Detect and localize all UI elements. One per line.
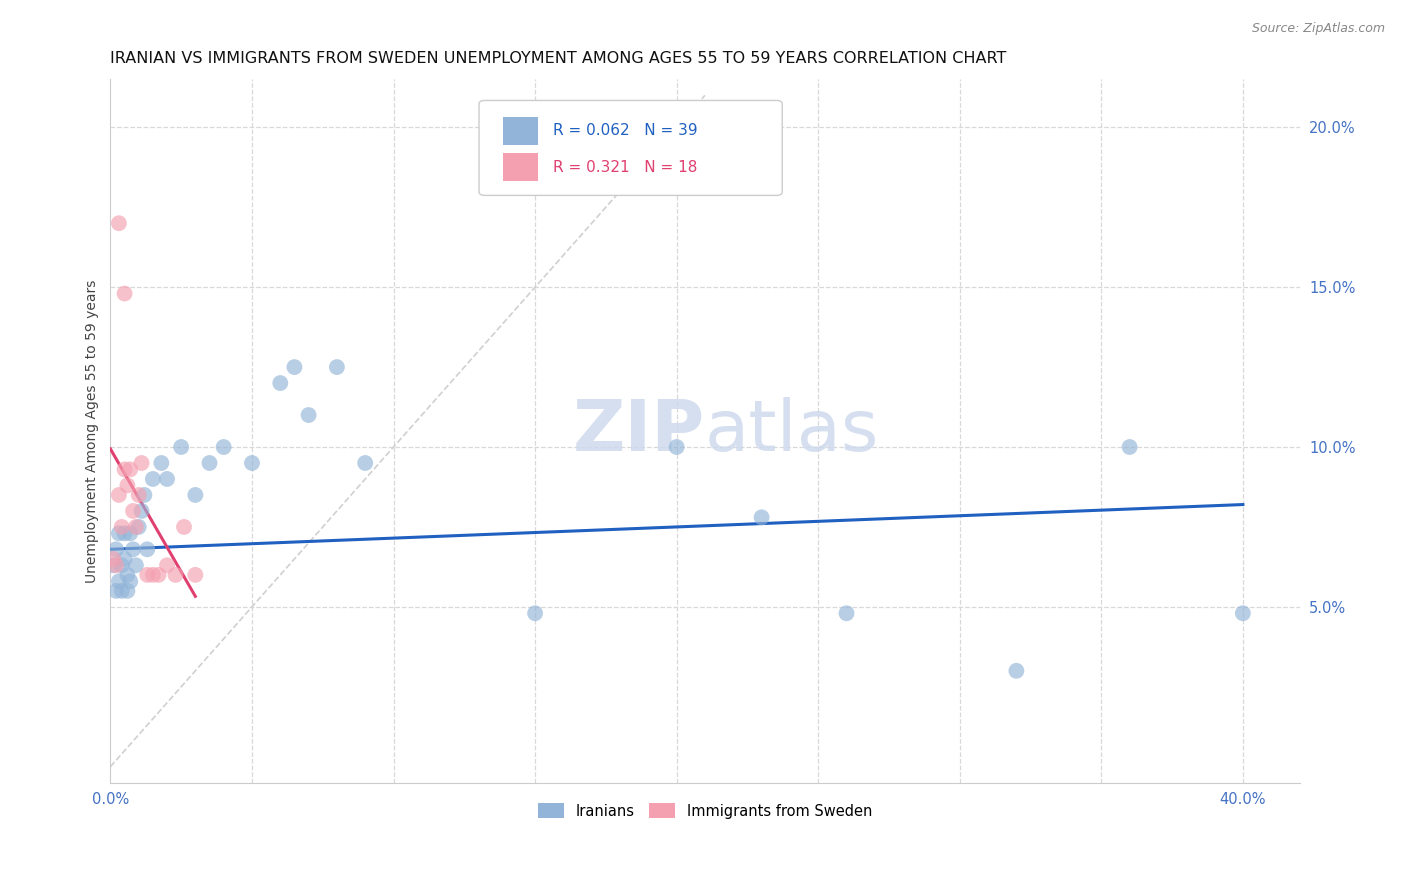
- Point: [156, 472, 179, 486]
- Point: [524, 607, 547, 621]
- FancyBboxPatch shape: [503, 117, 538, 145]
- Point: [103, 558, 125, 573]
- Point: [117, 583, 139, 598]
- Point: [184, 567, 207, 582]
- Point: [125, 520, 148, 534]
- Point: [120, 574, 142, 589]
- Point: [184, 488, 207, 502]
- Point: [354, 456, 377, 470]
- Point: [103, 552, 125, 566]
- Point: [120, 462, 142, 476]
- Point: [105, 583, 128, 598]
- FancyBboxPatch shape: [479, 101, 782, 195]
- Point: [751, 510, 773, 524]
- Point: [108, 574, 131, 589]
- Point: [120, 526, 142, 541]
- Point: [111, 558, 134, 573]
- FancyBboxPatch shape: [503, 153, 538, 181]
- Point: [150, 456, 173, 470]
- Point: [117, 478, 139, 492]
- Point: [212, 440, 235, 454]
- Text: R = 0.062   N = 39: R = 0.062 N = 39: [553, 123, 697, 138]
- Point: [173, 520, 195, 534]
- Point: [198, 456, 221, 470]
- Point: [108, 216, 131, 230]
- Y-axis label: Unemployment Among Ages 55 to 59 years: Unemployment Among Ages 55 to 59 years: [86, 279, 100, 582]
- Point: [131, 504, 153, 518]
- Point: [122, 542, 145, 557]
- Point: [165, 567, 187, 582]
- Point: [269, 376, 291, 390]
- Point: [105, 542, 128, 557]
- Point: [114, 462, 136, 476]
- Point: [1118, 440, 1140, 454]
- Point: [1005, 664, 1028, 678]
- Point: [108, 526, 131, 541]
- Point: [297, 408, 319, 422]
- Point: [108, 488, 131, 502]
- Point: [665, 440, 688, 454]
- Text: Source: ZipAtlas.com: Source: ZipAtlas.com: [1251, 22, 1385, 36]
- Text: ZIP: ZIP: [572, 397, 704, 466]
- Point: [240, 456, 263, 470]
- Point: [142, 472, 165, 486]
- Point: [114, 552, 136, 566]
- Point: [156, 558, 179, 573]
- Point: [136, 567, 159, 582]
- Point: [114, 286, 136, 301]
- Text: R = 0.321   N = 18: R = 0.321 N = 18: [553, 160, 697, 175]
- Point: [128, 520, 150, 534]
- Point: [131, 456, 153, 470]
- Text: atlas: atlas: [704, 397, 879, 466]
- Point: [148, 567, 170, 582]
- Point: [114, 526, 136, 541]
- Point: [142, 567, 165, 582]
- Point: [170, 440, 193, 454]
- Point: [835, 607, 858, 621]
- Text: IRANIAN VS IMMIGRANTS FROM SWEDEN UNEMPLOYMENT AMONG AGES 55 TO 59 YEARS CORRELA: IRANIAN VS IMMIGRANTS FROM SWEDEN UNEMPL…: [111, 51, 1007, 66]
- Point: [283, 360, 305, 375]
- Point: [122, 504, 145, 518]
- Point: [111, 583, 134, 598]
- Point: [111, 520, 134, 534]
- Point: [105, 558, 128, 573]
- Point: [326, 360, 349, 375]
- Point: [1232, 607, 1254, 621]
- Point: [136, 542, 159, 557]
- Point: [117, 567, 139, 582]
- Point: [125, 558, 148, 573]
- Legend: Iranians, Immigrants from Sweden: Iranians, Immigrants from Sweden: [531, 797, 879, 824]
- Point: [134, 488, 156, 502]
- Point: [128, 488, 150, 502]
